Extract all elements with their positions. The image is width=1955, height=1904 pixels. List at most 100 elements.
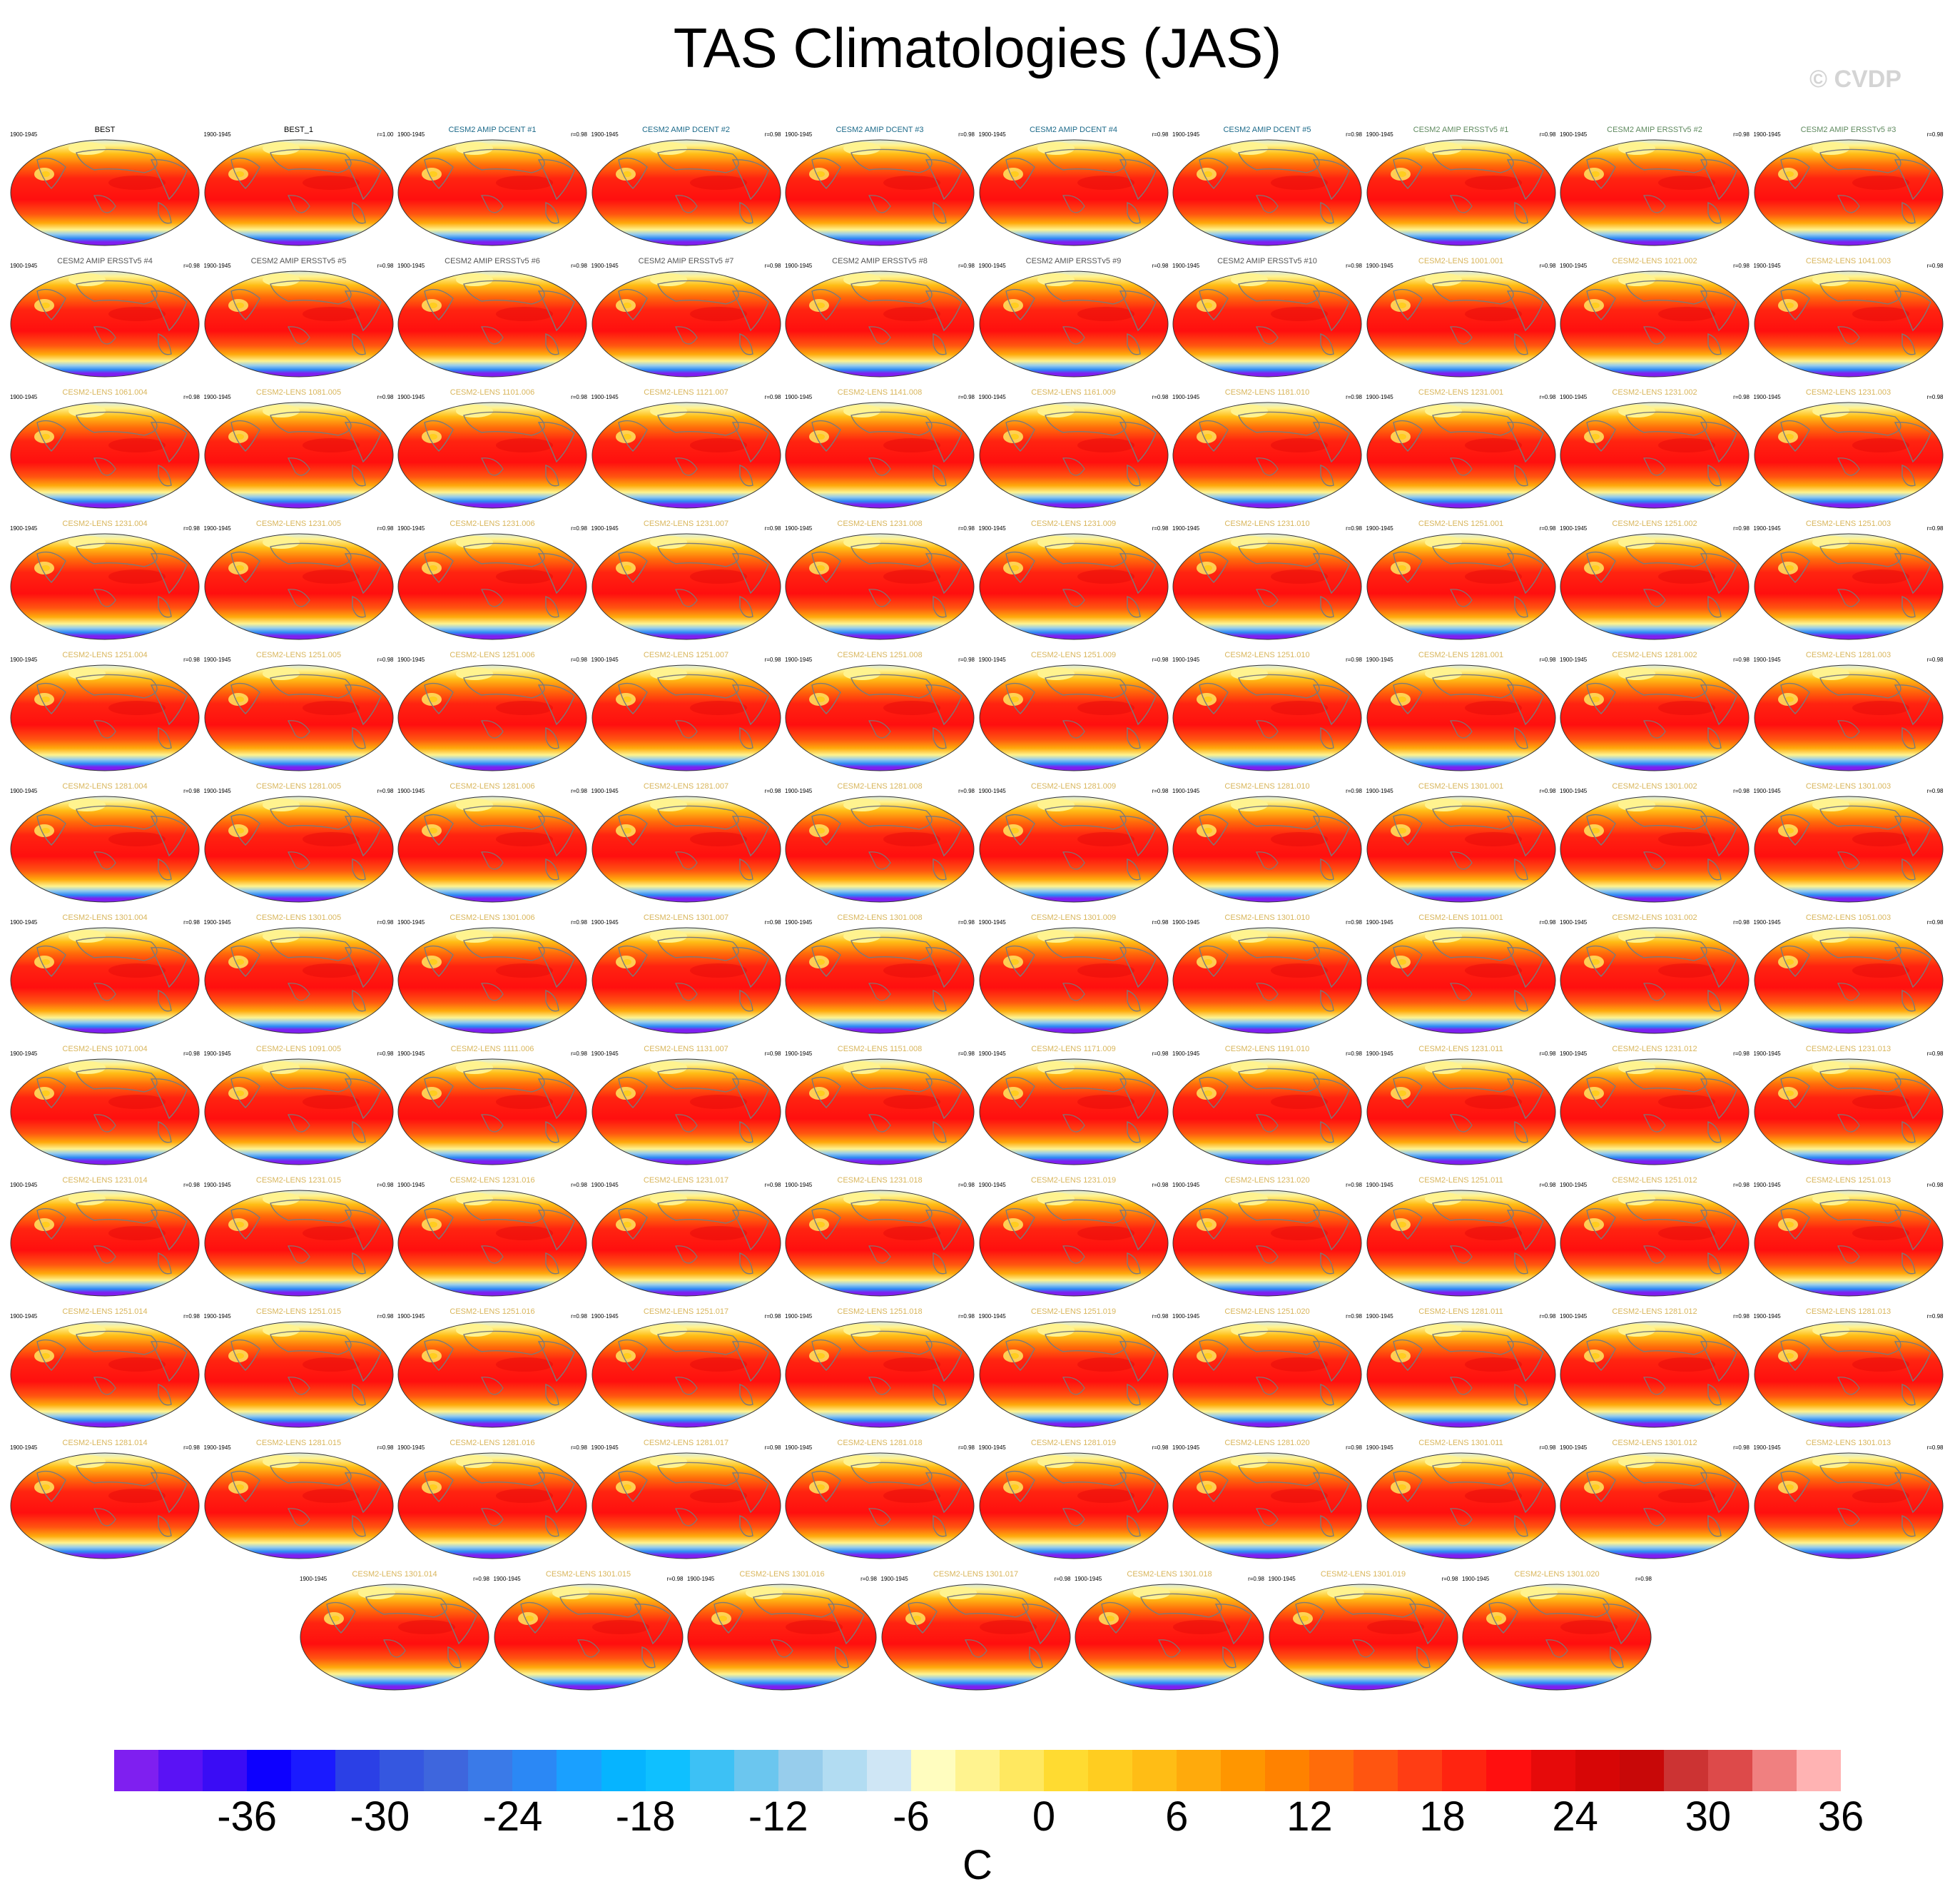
period-label: 1900-1945 xyxy=(978,1313,1006,1320)
world-temperature-map xyxy=(979,1321,1168,1428)
pattern-correlation: r=0.98 xyxy=(1152,1050,1169,1057)
map-panel: 1900-1945 CESM2-LENS 1231.017 r=0.98 xyxy=(590,1176,783,1305)
map-panel: 1900-1945 CESM2-LENS 1251.004 r=0.98 xyxy=(9,651,201,779)
map-panel: 1900-1945 CESM2-LENS 1251.008 r=0.98 xyxy=(783,651,976,779)
panel-title: CESM2-LENS 1301.019 xyxy=(1320,1570,1406,1579)
colorbar-swatch xyxy=(1043,1750,1089,1791)
pattern-correlation: r=0.98 xyxy=(183,1050,200,1057)
colorbar-tick-label: -36 xyxy=(217,1793,278,1840)
panel-title: CESM2-LENS 1051.003 xyxy=(1805,913,1891,922)
panel-title: CESM2-LENS 1231.015 xyxy=(255,1176,342,1185)
panel-title: CESM2-LENS 1301.005 xyxy=(255,913,342,922)
pattern-correlation: r=0.98 xyxy=(1152,263,1169,269)
period-label: 1900-1945 xyxy=(1560,131,1588,138)
pattern-correlation: r=0.98 xyxy=(183,263,200,269)
panel-title: CESM2 AMIP ERSSTv5 #8 xyxy=(832,257,928,265)
pattern-correlation: r=1.00 xyxy=(377,131,394,138)
panel-title: CESM2-LENS 1231.019 xyxy=(1030,1176,1117,1185)
period-label: 1900-1945 xyxy=(10,919,38,926)
period-label: 1900-1945 xyxy=(397,1313,425,1320)
period-label: 1900-1945 xyxy=(10,1182,38,1188)
pattern-correlation: r=0.98 xyxy=(377,657,394,663)
world-temperature-map xyxy=(1172,1452,1362,1559)
pattern-correlation: r=0.98 xyxy=(1733,525,1750,532)
map-panel: 1900-1945 CESM2-LENS 1171.009 r=0.98 xyxy=(978,1045,1170,1173)
pattern-correlation: r=0.98 xyxy=(1926,263,1944,269)
world-temperature-map xyxy=(785,533,975,640)
world-temperature-map xyxy=(1075,1584,1264,1691)
period-label: 1900-1945 xyxy=(1462,1576,1490,1582)
world-temperature-map xyxy=(591,1321,781,1428)
period-label: 1900-1945 xyxy=(1366,919,1393,926)
map-panel: 1900-1945 CESM2-LENS 1281.020 r=0.98 xyxy=(1171,1439,1364,1567)
pattern-correlation: r=0.98 xyxy=(958,919,975,926)
world-temperature-map xyxy=(1366,1190,1555,1297)
pattern-correlation: r=0.98 xyxy=(764,263,781,269)
map-panel: 1900-1945 CESM2-LENS 1281.009 r=0.98 xyxy=(978,782,1170,911)
world-temperature-map xyxy=(1560,1058,1750,1165)
world-temperature-map xyxy=(10,664,200,771)
world-temperature-map xyxy=(785,796,975,903)
panel-title: CESM2-LENS 1281.011 xyxy=(1418,1307,1503,1316)
panel-title: CESM2-LENS 1301.008 xyxy=(837,913,923,922)
panel-title: CESM2-LENS 1091.005 xyxy=(255,1045,342,1053)
pattern-correlation: r=0.98 xyxy=(764,131,781,138)
pattern-correlation: r=0.98 xyxy=(377,1444,394,1451)
period-label: 1900-1945 xyxy=(978,919,1006,926)
pattern-correlation: r=0.98 xyxy=(764,1444,781,1451)
panel-title: CESM2-LENS 1251.003 xyxy=(1805,520,1891,528)
panel-title: CESM2-LENS 1231.018 xyxy=(837,1176,923,1185)
map-panel: 1900-1945 CESM2-LENS 1231.003 r=0.98 xyxy=(1752,388,1945,517)
pattern-correlation: r=0.98 xyxy=(1152,131,1169,138)
world-temperature-map xyxy=(1172,139,1362,246)
panel-title: CESM2-LENS 1121.007 xyxy=(644,388,728,397)
map-panel: 1900-1945 CESM2 AMIP DCENT #5 r=0.98 xyxy=(1171,126,1364,254)
period-label: 1900-1945 xyxy=(1366,131,1393,138)
colorbar-tick-label: 12 xyxy=(1286,1793,1333,1840)
map-panel: 1900-1945 CESM2-LENS 1281.014 r=0.98 xyxy=(9,1439,201,1567)
panel-title: CESM2-LENS 1031.002 xyxy=(1612,913,1697,922)
map-panel: 1900-1945 CESM2-LENS 1301.020 r=0.98 xyxy=(1461,1570,1653,1698)
colorbar-swatch xyxy=(1177,1750,1222,1791)
period-label: 1900-1945 xyxy=(1753,1050,1781,1057)
pattern-correlation: r=0.98 xyxy=(1926,525,1944,532)
panel-title: CESM2 AMIP ERSSTv5 #7 xyxy=(638,257,734,265)
colorbar-swatch xyxy=(1088,1750,1133,1791)
period-label: 1900-1945 xyxy=(591,131,619,138)
period-label: 1900-1945 xyxy=(1366,525,1393,532)
world-temperature-map xyxy=(785,139,975,246)
world-temperature-map xyxy=(591,402,781,509)
map-panel: 1900-1945 CESM2-LENS 1251.009 r=0.98 xyxy=(978,651,1170,779)
map-panel: 1900-1945 CESM2-LENS 1231.005 r=0.98 xyxy=(203,520,395,648)
period-label: 1900-1945 xyxy=(1172,1444,1200,1451)
period-label: 1900-1945 xyxy=(10,657,38,663)
world-temperature-map xyxy=(10,270,200,378)
pattern-correlation: r=0.98 xyxy=(1733,131,1750,138)
period-label: 1900-1945 xyxy=(397,525,425,532)
map-panel: 1900-1945 CESM2-LENS 1111.006 r=0.98 xyxy=(396,1045,589,1173)
pattern-correlation: r=0.98 xyxy=(1733,263,1750,269)
panel-title: CESM2-LENS 1281.004 xyxy=(62,782,148,791)
world-temperature-map xyxy=(1560,927,1750,1034)
world-temperature-map xyxy=(1366,1058,1555,1165)
colorbar-swatch xyxy=(203,1750,248,1791)
period-label: 1900-1945 xyxy=(1075,1576,1102,1582)
panel-title: CESM2-LENS 1281.002 xyxy=(1612,651,1697,659)
period-label: 1900-1945 xyxy=(978,1444,1006,1451)
world-temperature-map xyxy=(591,139,781,246)
period-label: 1900-1945 xyxy=(1366,1444,1393,1451)
map-panel: 1900-1945 CESM2-LENS 1281.018 r=0.98 xyxy=(783,1439,976,1567)
period-label: 1900-1945 xyxy=(397,263,425,269)
pattern-correlation: r=0.98 xyxy=(1346,263,1362,269)
colorbar-swatch xyxy=(1752,1750,1797,1791)
colorbar-swatch xyxy=(1221,1750,1266,1791)
period-label: 1900-1945 xyxy=(1366,394,1393,400)
panel-title: CESM2-LENS 1281.015 xyxy=(255,1439,342,1447)
period-label: 1900-1945 xyxy=(10,394,38,400)
map-panel: 1900-1945 CESM2-LENS 1231.006 r=0.98 xyxy=(396,520,589,648)
period-label: 1900-1945 xyxy=(978,788,1006,794)
world-temperature-map xyxy=(397,1058,587,1165)
map-panel: 1900-1945 CESM2-LENS 1251.013 r=0.98 xyxy=(1752,1176,1945,1305)
pattern-correlation: r=0.98 xyxy=(1539,1313,1556,1320)
period-label: 1900-1945 xyxy=(1172,1313,1200,1320)
